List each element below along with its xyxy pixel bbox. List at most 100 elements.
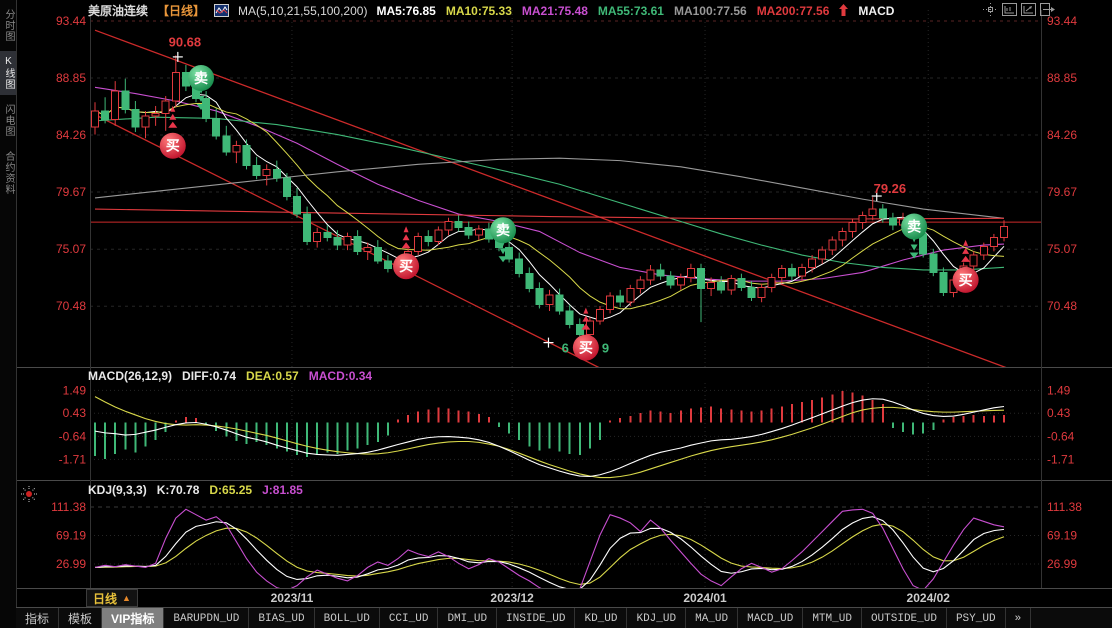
- tab-kd_ud[interactable]: KD_UD: [575, 608, 628, 628]
- tab-inside_ud[interactable]: INSIDE_UD: [497, 608, 576, 628]
- ma-legend-value-5: MA200:77.56: [756, 3, 830, 18]
- axis-label: 79.67: [56, 185, 86, 199]
- ma-legend-value-2: MA21:75.48: [521, 3, 588, 18]
- kdj-title[interactable]: KDJ(9,3,3): [88, 483, 147, 497]
- ma-settings-label[interactable]: MA(5,10,21,55,100,200): [238, 3, 368, 18]
- candle: [353, 230, 362, 256]
- svg-text:买: 买: [399, 258, 413, 274]
- sidebar-item-3[interactable]: 合约资料: [3, 151, 14, 195]
- price-label: 90.68: [169, 35, 202, 50]
- kdj-k-line: [94, 516, 1005, 589]
- axis-label: 93.44: [56, 14, 86, 28]
- candle: [101, 97, 110, 124]
- candle: [293, 187, 301, 218]
- tab-macd_ud[interactable]: MACD_UD: [738, 608, 804, 628]
- axis-scale-icon[interactable]: [1002, 3, 1017, 16]
- candle: [464, 221, 473, 239]
- axis-label: 69.19: [56, 529, 86, 543]
- date-label: 2023/12: [490, 591, 534, 605]
- axis-label: 93.44: [1047, 14, 1077, 28]
- candle: [565, 304, 574, 329]
- candle: [414, 232, 423, 256]
- axis-label: 0.43: [1047, 406, 1071, 420]
- axis-label: 84.26: [56, 128, 86, 142]
- svg-text:6: 6: [562, 341, 569, 356]
- date-label: 2023/11: [271, 591, 314, 605]
- candle: [171, 55, 180, 108]
- tab-»[interactable]: »: [1006, 608, 1032, 628]
- candle: [989, 233, 998, 252]
- svg-text:买: 买: [166, 138, 180, 154]
- candle: [727, 274, 736, 295]
- macd-dea-value: DEA:0.57: [246, 369, 299, 383]
- candle: [888, 212, 897, 231]
- candle: [697, 263, 705, 323]
- candle: [676, 273, 685, 290]
- tab-ma_ud[interactable]: MA_UD: [686, 608, 739, 628]
- axis-label: 84.26: [1047, 128, 1077, 142]
- period-selector[interactable]: 日线 ▲: [86, 589, 138, 607]
- date-label: 2024/01: [683, 591, 727, 605]
- macd-title[interactable]: MACD(26,12,9): [88, 369, 173, 383]
- macd-macd-value: MACD:0.34: [308, 369, 373, 383]
- kdj-d-line: [94, 523, 1005, 586]
- scroll-up-icon[interactable]: [838, 4, 849, 17]
- candle: [929, 248, 938, 277]
- candle: [787, 263, 796, 282]
- candle: [363, 242, 372, 261]
- pan-right-icon[interactable]: [1040, 3, 1055, 16]
- macd-diff-value: DIFF:0.74: [182, 369, 237, 383]
- crosshair-icon[interactable]: [983, 3, 998, 16]
- candle: [1000, 220, 1008, 242]
- sidebar-item-1[interactable]: K线图: [0, 51, 16, 95]
- tab-bias_ud[interactable]: BIAS_UD: [249, 608, 315, 628]
- indicator-name[interactable]: MACD: [858, 3, 895, 18]
- candle: [91, 102, 99, 135]
- candle: [596, 305, 604, 325]
- candle: [646, 264, 655, 285]
- tab-[interactable]: 模板: [59, 608, 103, 628]
- candle: [798, 263, 806, 282]
- kdj-header: KDJ(9,3,3) K:70.78 D:65.25 J:81.85: [88, 483, 303, 497]
- tab-barupdn_ud[interactable]: BARUPDN_UD: [164, 608, 250, 628]
- tab-mtm_ud[interactable]: MTM_UD: [803, 608, 862, 628]
- buy-signal-marker: 买: [952, 239, 979, 293]
- candle: [666, 271, 675, 289]
- axis-label: -1.71: [59, 452, 87, 466]
- tab-cci_ud[interactable]: CCI_UD: [380, 608, 439, 628]
- sun-settings-icon[interactable]: [21, 486, 37, 502]
- tab-[interactable]: 指标: [16, 608, 60, 628]
- axis-label: 111.38: [51, 500, 86, 514]
- candle: [858, 211, 867, 229]
- tab-outside_ud[interactable]: OUTSIDE_UD: [862, 608, 947, 628]
- ma-chart-icon[interactable]: [214, 4, 230, 17]
- kdj-j-value: J:81.85: [262, 483, 303, 497]
- candle: [555, 288, 564, 315]
- candle: [717, 276, 726, 294]
- ma-line-ma5: [94, 93, 1005, 321]
- macd-panel: [94, 391, 1005, 479]
- axis-label: 1.49: [63, 383, 87, 397]
- axis-arrow-icon[interactable]: [1021, 3, 1036, 16]
- tab-kdj_ud[interactable]: KDJ_UD: [627, 608, 687, 628]
- tab-vip[interactable]: VIP指标: [102, 608, 165, 628]
- sell-signal-marker: 卖: [490, 217, 517, 263]
- axis-label: 88.85: [56, 71, 86, 85]
- tab-psy_ud[interactable]: PSY_UD: [947, 608, 1006, 628]
- buy-signal-marker: 买: [159, 105, 186, 159]
- sidebar-item-2[interactable]: 闪电图: [3, 104, 14, 137]
- axis-label: 79.67: [1047, 185, 1077, 199]
- candle: [818, 246, 827, 264]
- ma-legend-value-0: MA5:76.85: [376, 3, 436, 18]
- candle: [515, 252, 524, 278]
- svg-text:卖: 卖: [194, 70, 208, 86]
- indicator-tabbar: 指标 模板 VIP指标 BARUPDN_UD BIAS_UD BOLL_UD CCI_UD D…: [16, 607, 1112, 628]
- axis-label: -0.64: [59, 429, 87, 443]
- tab-boll_ud[interactable]: BOLL_UD: [315, 608, 380, 628]
- candle: [212, 108, 221, 140]
- sidebar-item-0[interactable]: 分时图: [3, 9, 14, 42]
- tab-dmi_ud[interactable]: DMI_UD: [438, 608, 498, 628]
- candle: [606, 292, 615, 314]
- ma-line-ma100: [94, 157, 1005, 219]
